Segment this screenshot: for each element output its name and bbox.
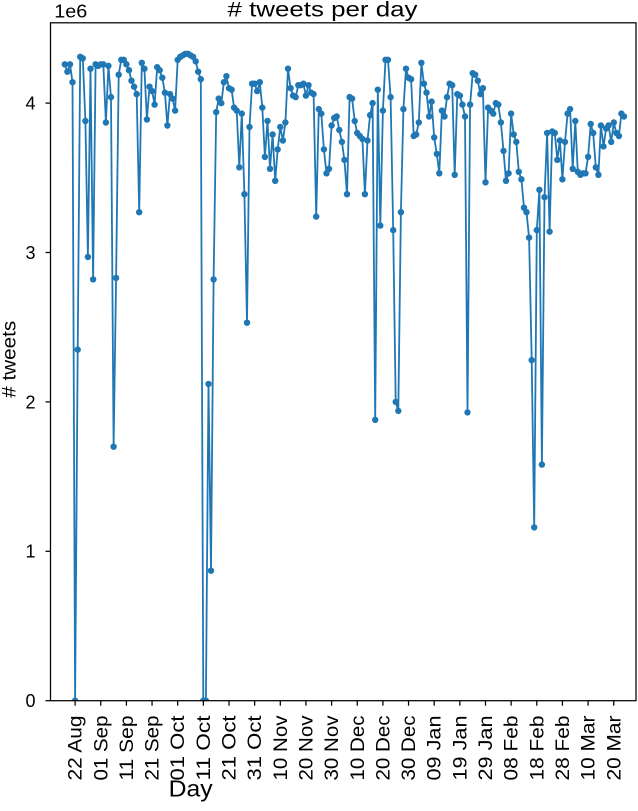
svg-text:31 Oct: 31 Oct xyxy=(245,715,266,781)
svg-text:30 Nov: 30 Nov xyxy=(322,715,343,781)
svg-text:2: 2 xyxy=(25,392,35,412)
svg-text:# tweets: # tweets xyxy=(0,321,20,398)
svg-text:3: 3 xyxy=(25,243,35,263)
svg-text:21 Oct: 21 Oct xyxy=(220,715,241,781)
svg-text:4: 4 xyxy=(25,94,35,114)
svg-text:Day: Day xyxy=(169,775,214,801)
svg-text:20 Dec: 20 Dec xyxy=(373,716,394,781)
svg-text:10 Dec: 10 Dec xyxy=(348,716,369,781)
svg-text:1: 1 xyxy=(25,542,35,562)
svg-text:01 Oct: 01 Oct xyxy=(168,715,189,781)
svg-text:20 Nov: 20 Nov xyxy=(296,715,317,781)
svg-text:18 Feb: 18 Feb xyxy=(527,716,548,781)
svg-text:1e6: 1e6 xyxy=(54,2,87,22)
svg-text:19 Jan: 19 Jan xyxy=(450,716,471,781)
svg-text:01 Sep: 01 Sep xyxy=(91,716,112,781)
svg-text:10 Mar: 10 Mar xyxy=(579,715,600,781)
svg-text:29 Jan: 29 Jan xyxy=(476,716,497,781)
svg-text:10 Nov: 10 Nov xyxy=(271,715,292,781)
svg-text:11 Sep: 11 Sep xyxy=(117,716,138,781)
svg-text:11 Oct: 11 Oct xyxy=(194,715,215,781)
svg-text:09 Jan: 09 Jan xyxy=(425,716,446,781)
svg-text:28 Feb: 28 Feb xyxy=(553,716,574,781)
svg-text:30 Dec: 30 Dec xyxy=(399,716,420,781)
svg-text:# tweets per day: # tweets per day xyxy=(228,0,419,22)
svg-text:0: 0 xyxy=(25,691,35,711)
svg-text:20 Mar: 20 Mar xyxy=(604,715,625,781)
svg-text:08 Feb: 08 Feb xyxy=(502,716,523,781)
svg-text:21 Sep: 21 Sep xyxy=(143,716,164,781)
svg-text:22 Aug: 22 Aug xyxy=(66,716,87,781)
